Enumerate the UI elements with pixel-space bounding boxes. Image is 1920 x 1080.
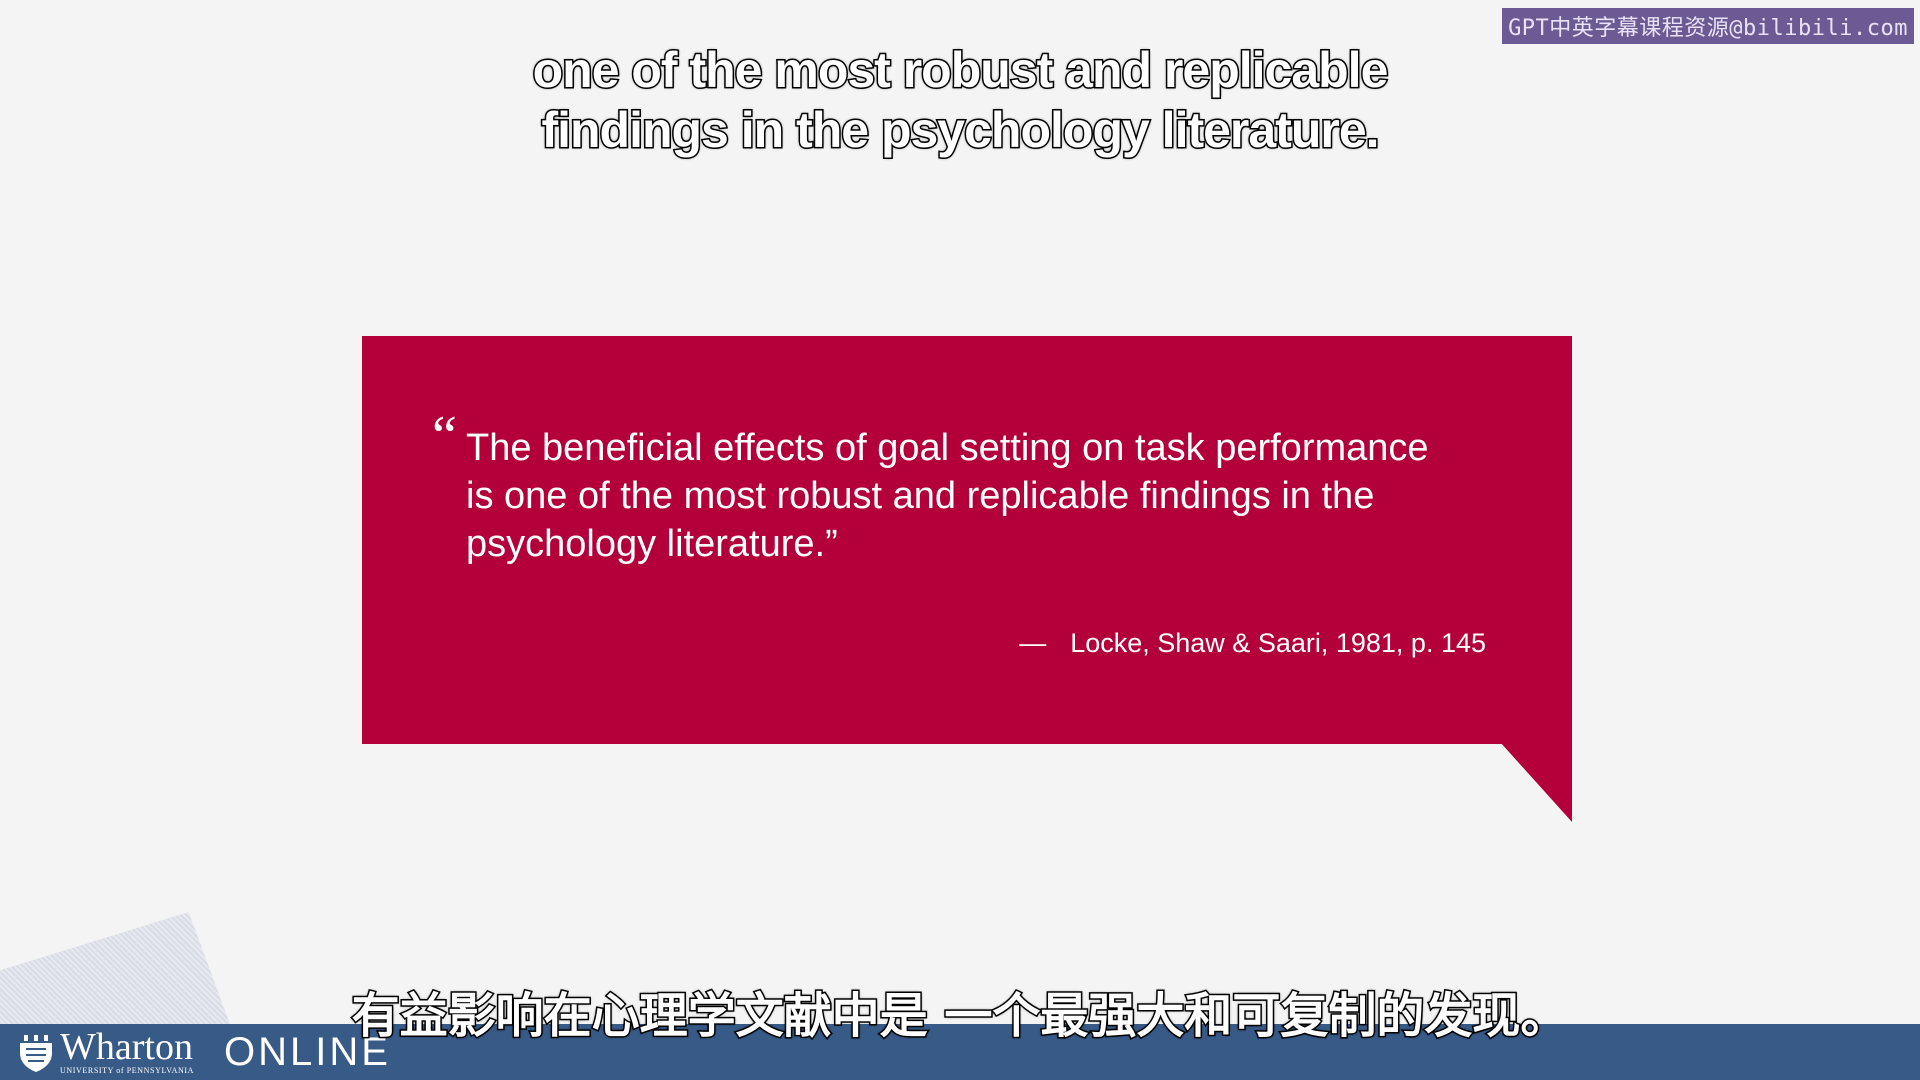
english-subtitle: one of the most robust and replicable fi… bbox=[0, 40, 1920, 160]
brand-name: Wharton bbox=[60, 1026, 193, 1068]
open-quote-mark: “ bbox=[432, 405, 457, 467]
quote-line-2: is one of the most robust and replicable… bbox=[466, 475, 1375, 517]
chinese-subtitle: 有益影响在心理学文献中是 一个最强大和可复制的发现。 bbox=[350, 987, 1570, 1046]
brand-wordmark: Wharton UNIVERSITY of PENNSYLVANIA bbox=[60, 1028, 194, 1076]
penn-shield-icon bbox=[20, 1033, 52, 1072]
wharton-online-logo: Wharton UNIVERSITY of PENNSYLVANIA ONLIN… bbox=[18, 1028, 391, 1076]
watermark: GPT中英字幕课程资源@bilibili.com bbox=[1502, 8, 1914, 44]
brand-subtext: UNIVERSITY of PENNSYLVANIA bbox=[60, 1066, 194, 1075]
bottom-brand-bar bbox=[0, 1024, 1920, 1080]
attribution-text: Locke, Shaw & Saari, 1981, p. 145 bbox=[1070, 628, 1486, 658]
quote-line-1: The beneficial effects of goal setting o… bbox=[466, 427, 1429, 469]
quote-attribution: — Locke, Shaw & Saari, 1981, p. 145 bbox=[1000, 628, 1486, 659]
english-subtitle-line-1: one of the most robust and replicable bbox=[531, 41, 1390, 100]
quote-text: The beneficial effects of goal setting o… bbox=[466, 424, 1506, 568]
quote-bubble bbox=[362, 336, 1572, 744]
quote-bubble-tail bbox=[1500, 742, 1572, 822]
attribution-dash: — bbox=[1019, 628, 1047, 658]
quote-line-3: psychology literature.” bbox=[466, 523, 838, 565]
brand-online-label: ONLINE bbox=[223, 1029, 391, 1074]
english-subtitle-line-2: findings in the psychology literature. bbox=[540, 101, 1381, 160]
